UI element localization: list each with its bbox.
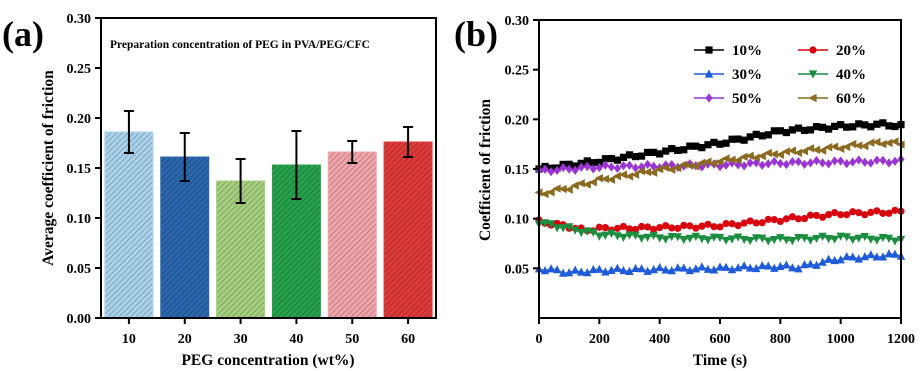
legend-label: 50% <box>732 91 762 107</box>
series-group <box>534 119 906 277</box>
panel-b-label: (b) <box>454 14 498 54</box>
data-point-triangle-left <box>808 93 817 103</box>
data-point-triangle-up <box>704 69 714 78</box>
legend-item: 50% <box>694 91 762 107</box>
y-tick-label: 0.20 <box>67 112 92 127</box>
y-tick-label: 0.15 <box>505 163 530 178</box>
panel-a: (a) 0.00 0.05 0.10 0.15 0.20 0.25 0.30 10 20 30 4… <box>2 12 437 369</box>
x-tick-label: 50 <box>345 332 359 347</box>
y-tick-label: 0.25 <box>505 64 530 79</box>
y-tick-label: 0.20 <box>505 113 530 128</box>
legend-item: 40% <box>798 67 866 83</box>
data-point-diamond <box>705 93 713 103</box>
y-tick-label: 0.30 <box>505 14 530 29</box>
y-tick-label: 0.05 <box>67 262 92 277</box>
legend-item: 60% <box>798 91 866 107</box>
y-axis-label-b: Coefficient of friction <box>477 99 494 241</box>
legend-label: 40% <box>836 67 866 83</box>
x-tick-label: 400 <box>649 332 670 347</box>
bar-group <box>104 131 433 319</box>
legend-item: 30% <box>694 67 762 83</box>
x-tick-label: 200 <box>589 332 610 347</box>
y-tick-label: 0.10 <box>505 213 530 228</box>
y-tick-label: 0.15 <box>67 162 92 177</box>
y-tick-label: 0.00 <box>67 312 92 327</box>
y-axis-ticks-a: 0.00 0.05 0.10 0.15 0.20 0.25 0.30 <box>67 12 101 327</box>
bar <box>383 141 433 319</box>
y-tick-label: 0.30 <box>67 12 92 27</box>
x-tick-label: 600 <box>710 332 731 347</box>
bar <box>327 151 377 319</box>
annotation-text: Preparation concentration of PEG in PVA/… <box>110 39 370 51</box>
y-axis-ticks-b: 0.05 0.10 0.15 0.20 0.25 0.30 <box>505 14 539 277</box>
data-point-circle <box>809 46 817 54</box>
series-line <box>538 222 902 242</box>
y-tick-label: 0.25 <box>67 62 92 77</box>
panel-b: (b) 0.05 0.10 0.15 0.20 0.25 0.30 0 200 400 600 8… <box>454 14 915 369</box>
x-axis-ticks-a: 10 20 30 40 50 60 <box>122 318 415 347</box>
series-line <box>538 140 902 195</box>
x-tick-label: 30 <box>234 332 248 347</box>
bar <box>104 131 154 319</box>
x-tick-label: 0 <box>536 332 543 347</box>
x-tick-label: 800 <box>770 332 791 347</box>
series-line <box>538 158 902 173</box>
bar <box>160 156 210 319</box>
x-axis-ticks-b: 0 200 400 600 800 1000 1200 <box>536 318 915 347</box>
y-tick-label: 0.10 <box>67 212 92 227</box>
y-tick-label: 0.05 <box>505 262 530 277</box>
series-60pct <box>534 137 905 199</box>
series-line <box>538 122 902 170</box>
x-axis-label-b: Time (s) <box>693 352 747 369</box>
panel-a-label: (a) <box>2 14 44 54</box>
x-tick-label: 10 <box>122 332 136 347</box>
series-30pct <box>534 249 906 277</box>
legend-label: 20% <box>836 43 866 59</box>
series-line <box>538 209 902 232</box>
series-40pct <box>534 219 906 246</box>
legend-label: 10% <box>732 43 762 59</box>
x-tick-label: 20 <box>178 332 192 347</box>
x-tick-label: 60 <box>401 332 415 347</box>
legend-item: 10% <box>694 43 762 59</box>
x-tick-label: 1000 <box>827 332 855 347</box>
x-axis-label-a: PEG concentration (wt%) <box>181 352 354 369</box>
data-point-square <box>705 46 713 54</box>
data-point-triangle-down <box>808 70 818 79</box>
x-tick-label: 40 <box>289 332 303 347</box>
series-line <box>538 253 902 274</box>
x-tick-label: 1200 <box>887 332 915 347</box>
legend: 10% 20% 30% 40% 50% 60% <box>694 43 866 107</box>
legend-label: 60% <box>836 91 866 107</box>
legend-item: 20% <box>798 43 866 59</box>
legend-label: 30% <box>732 67 762 83</box>
error-bar-group <box>123 110 414 204</box>
y-axis-label-a: Average coefficient of friction <box>40 70 57 266</box>
